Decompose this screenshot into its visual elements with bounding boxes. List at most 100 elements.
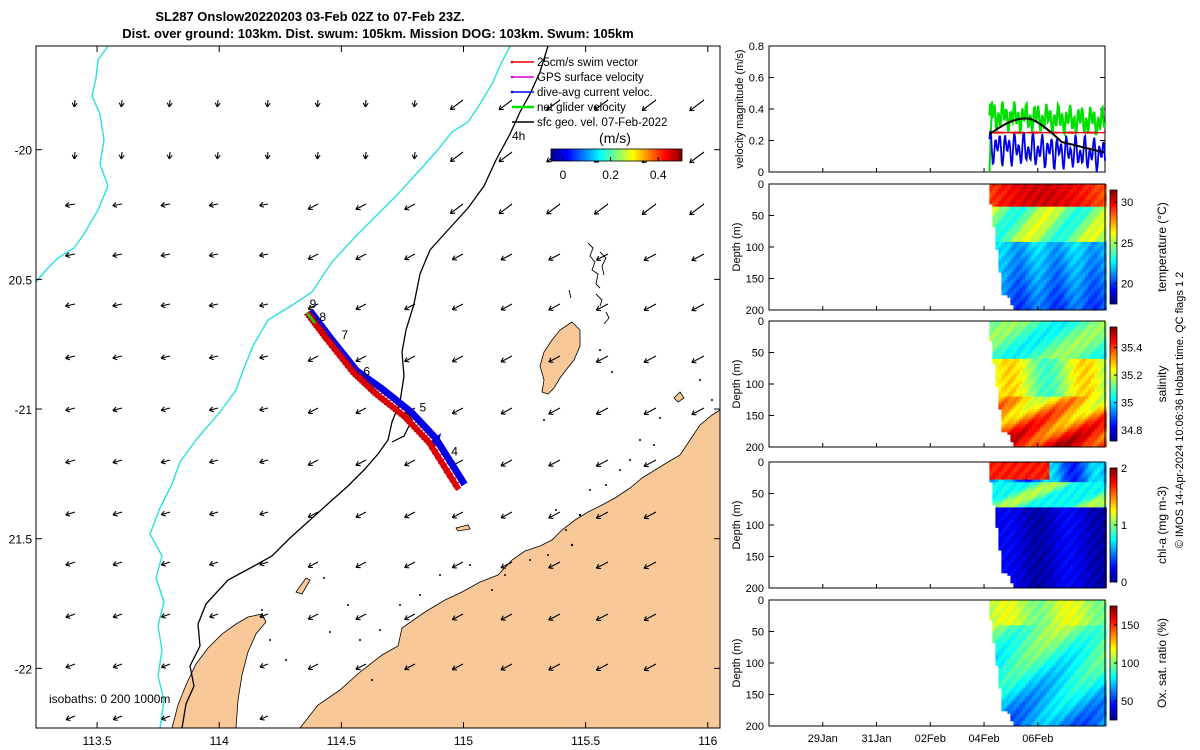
island-small-b	[295, 577, 311, 595]
temperature-cell	[998, 214, 1002, 218]
salinity-cell	[1091, 421, 1095, 425]
salinity-cell	[1055, 411, 1059, 415]
salinity-cell	[1088, 346, 1092, 350]
salinity-cell	[1085, 384, 1089, 387]
geo-vector	[266, 151, 269, 160]
chlorophyll-cell	[998, 530, 1002, 533]
temperature-cell	[1085, 287, 1089, 291]
temperature-cell	[1088, 294, 1092, 298]
temperature-cell	[1052, 231, 1056, 235]
geo-vector	[316, 151, 319, 160]
temperature-cell	[1091, 199, 1095, 202]
salinity-y-tick-label: 0	[758, 316, 764, 328]
salinity-cell	[1049, 376, 1053, 380]
salinity-cell	[1097, 389, 1101, 392]
chlorophyll-cell	[1004, 565, 1008, 569]
chlorophyll-cell	[992, 499, 996, 503]
glider-track	[303, 308, 468, 492]
temperature-cell	[1037, 287, 1041, 291]
salinity-cell	[1058, 396, 1062, 400]
temperature-cell	[1070, 211, 1074, 215]
salinity-cell	[998, 348, 1002, 352]
temperature-cell	[1085, 211, 1089, 215]
salinity-cell	[1010, 358, 1014, 362]
chlorophyll-cell	[1019, 514, 1023, 518]
swim-vector	[398, 411, 407, 417]
chlorophyll-cell	[1010, 474, 1014, 478]
salinity-cell	[1013, 356, 1017, 360]
chlorophyll-cell	[1028, 479, 1032, 483]
chlorophyll-cell	[1013, 557, 1017, 561]
salinity-cell	[1004, 326, 1008, 329]
salinity-cell	[1097, 381, 1101, 385]
temperature-cell	[1067, 244, 1071, 248]
temperature-cell	[1037, 249, 1041, 253]
geo-vector-head	[160, 202, 166, 208]
salinity-cell	[1052, 336, 1056, 339]
chlorophyll-cell	[1007, 479, 1011, 483]
temperature-cell	[1082, 247, 1086, 250]
salinity-cell	[1064, 399, 1068, 402]
salinity-cell	[1031, 406, 1035, 410]
salinity-cell	[1007, 386, 1011, 390]
salinity-cell	[1061, 368, 1065, 372]
salinity-cell	[1097, 399, 1101, 402]
temperature-cell	[1010, 267, 1014, 271]
temperature-cell	[992, 209, 996, 213]
chlorophyll-cell	[1043, 464, 1047, 468]
salinity-cell	[1007, 409, 1011, 413]
temperature-cell	[1052, 206, 1056, 210]
salinity-cell	[1058, 371, 1062, 375]
salinity-cell	[1061, 406, 1065, 410]
temperature-cell	[1019, 249, 1023, 253]
temperature-cell	[1070, 229, 1074, 233]
temperature-cell	[1088, 219, 1092, 223]
salinity-cell	[1046, 336, 1050, 339]
salinity-cell	[1037, 396, 1041, 400]
salinity-cell	[1100, 336, 1104, 339]
salinity-cell	[1088, 381, 1092, 385]
salinity-cell	[1082, 356, 1086, 360]
salinity-cell	[1022, 391, 1026, 395]
chlorophyll-cell	[1004, 479, 1008, 483]
chlorophyll-cell	[1013, 552, 1017, 556]
salinity-cell	[1010, 371, 1014, 375]
salinity-cell	[1013, 396, 1017, 400]
temperature-cell	[1019, 239, 1023, 243]
salinity-cell	[1094, 373, 1098, 377]
temperature-cell	[1049, 242, 1053, 245]
salinity-cell	[1016, 436, 1020, 440]
temperature-cell	[1025, 272, 1029, 276]
salinity-cell	[1025, 358, 1029, 362]
salinity-cell	[1058, 353, 1062, 357]
salinity-cell	[998, 338, 1002, 342]
salinity-cell	[1052, 341, 1056, 345]
chlorophyll-cell	[1016, 550, 1020, 554]
salinity-cell	[1070, 431, 1074, 435]
temperature-cell	[1094, 186, 1098, 190]
salinity-cell	[1097, 331, 1101, 334]
geo-vector-head	[112, 613, 118, 619]
salinity-cell	[1079, 348, 1083, 352]
chlorophyll-cell	[1001, 532, 1005, 536]
salinity-cell	[1037, 426, 1041, 430]
salinity-cell	[1055, 424, 1059, 428]
chlorophyll-cell	[1031, 512, 1035, 516]
temperature-cell	[1037, 252, 1041, 255]
chlorophyll-cell	[1040, 489, 1044, 493]
temperature-cell	[1061, 254, 1065, 258]
geo-vector	[452, 663, 464, 671]
chlorophyll-cell	[1040, 514, 1044, 518]
salinity-cell	[1049, 321, 1053, 324]
temperature-cell	[1025, 257, 1029, 260]
temperature-cell	[1046, 259, 1050, 263]
salinity-cell	[1028, 419, 1032, 423]
temperature-cell	[992, 194, 996, 197]
temperature-cell	[1046, 282, 1050, 286]
swim-vector	[347, 365, 356, 372]
chlorophyll-cell	[1013, 572, 1017, 576]
temperature-cell	[1040, 289, 1044, 293]
chlorophyll-cell	[1019, 555, 1023, 559]
salinity-cell	[1025, 394, 1029, 397]
chlorophyll-cell	[1016, 562, 1020, 566]
